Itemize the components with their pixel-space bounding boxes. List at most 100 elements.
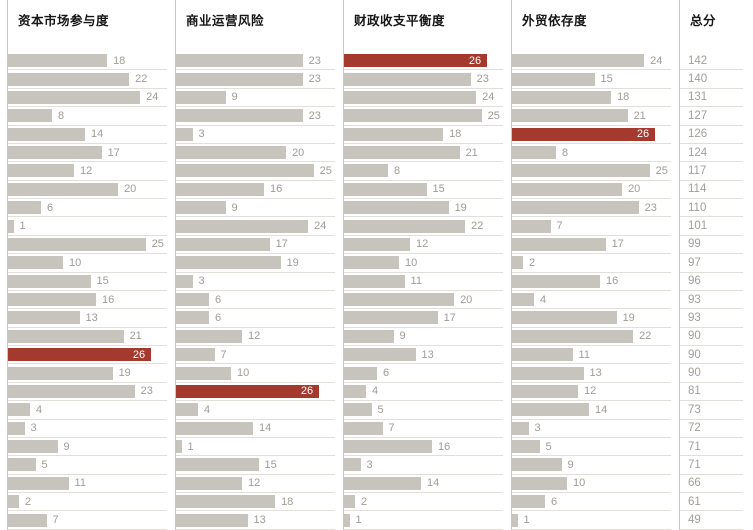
bar-row: 17 [344,309,503,328]
total-value: 71 [688,440,701,453]
bar-value: 26 [636,128,650,141]
bar-value: 2 [529,256,536,269]
bar-row: 24 [344,89,503,108]
total-row: 90 [680,328,743,346]
bar [512,384,579,398]
bar-row: 17 [8,144,167,163]
bar-value: 21 [633,109,646,122]
bar [512,201,639,215]
bar-row: 20 [344,291,503,310]
bar [344,348,416,362]
bar-row: 3 [176,273,335,291]
bar-row: 2 [344,493,503,512]
bar-value: 20 [124,183,137,196]
total-row: 49 [680,511,743,530]
bar-row: 13 [512,364,671,383]
bar-value: 21 [129,330,142,343]
bar-value: 9 [567,458,574,471]
bar-value: 6 [47,201,54,214]
bar-row: 1 [8,217,167,236]
total-row: 127 [680,107,743,126]
bar-row: 13 [8,309,167,328]
total-value: 110 [688,201,707,214]
bar [344,274,405,288]
bar-row: 20 [512,181,671,199]
bar [8,513,47,527]
bar-row: 20 [8,181,167,199]
bar-row: 16 [344,438,503,457]
bar [344,72,471,86]
bar-value: 12 [416,238,429,251]
bar-value: 9 [399,330,406,343]
bar [344,495,355,509]
bar [176,182,265,196]
bar-row: 8 [8,107,167,126]
bar-row: 9 [176,199,335,218]
bar-row: 19 [176,254,335,273]
bar-row: 15 [8,273,167,291]
bar [8,256,64,270]
bar [176,109,303,123]
bar-row: 9 [176,89,335,108]
bar-value: 20 [628,183,641,196]
bar-row: 4 [512,291,671,310]
bar-value: 14 [259,422,272,435]
bar [176,293,210,307]
total-value: 90 [688,330,701,343]
bar [8,476,69,490]
column-title: 商业运营风险 [186,14,265,28]
total-row: 110 [680,199,743,218]
bar-value: 7 [52,514,59,527]
bar-row: 14 [512,401,671,420]
bar [176,421,254,435]
bar-value: 10 [573,477,586,490]
total-value: 97 [688,256,701,269]
bar [8,164,75,178]
bar-row: 18 [344,126,503,144]
bar-value: 16 [270,183,283,196]
bar-row: 18 [8,52,167,71]
bar-row: 14 [8,126,167,144]
bar [344,90,477,104]
bar-value: 4 [540,293,547,306]
bar [512,329,634,343]
bar-value: 5 [377,403,384,416]
bar [176,311,210,325]
bar-rows: 23 23 9 23 3 20 25 16 9 24 17 19 3 6 6 12 7 10 26 4 14 1 15 12 1… [176,52,335,530]
bar-value: 12 [80,164,93,177]
bar-value: 3 [198,275,205,288]
bar-value: 7 [220,348,227,361]
bar-row: 9 [512,456,671,475]
bar-row: 17 [176,236,335,255]
bar [512,495,546,509]
bar-value: 18 [281,495,294,508]
bar-value: 11 [410,275,422,288]
bar-row: 21 [344,144,503,163]
bar [8,201,42,215]
bar-value: 26 [132,348,146,361]
bar [176,201,226,215]
bar [344,237,411,251]
bar-row: 4 [8,401,167,420]
bar-row: 25 [8,236,167,255]
bar-value: 18 [113,54,126,67]
bar [512,109,628,123]
total-value: 140 [688,73,708,86]
bar [8,366,113,380]
total-value: 90 [688,348,701,361]
bar [8,146,102,160]
bar-row: 13 [176,511,335,530]
total-value: 81 [688,385,701,398]
total-row: 99 [680,236,743,255]
bar [176,476,243,490]
bar [8,237,146,251]
bar-value: 2 [361,495,368,508]
bar-value: 16 [438,440,451,453]
column-block-capital-market: 资本市场参与度 18 22 24 8 14 17 12 20 6 1 25 10 15 16 13 21 26 1… [7,0,167,530]
bar [512,366,584,380]
highlight-bar: 26 [512,127,656,141]
total-row: 114 [680,181,743,199]
total-row: 126 [680,126,743,144]
bar [176,219,309,233]
bar-value: 25 [655,164,668,177]
